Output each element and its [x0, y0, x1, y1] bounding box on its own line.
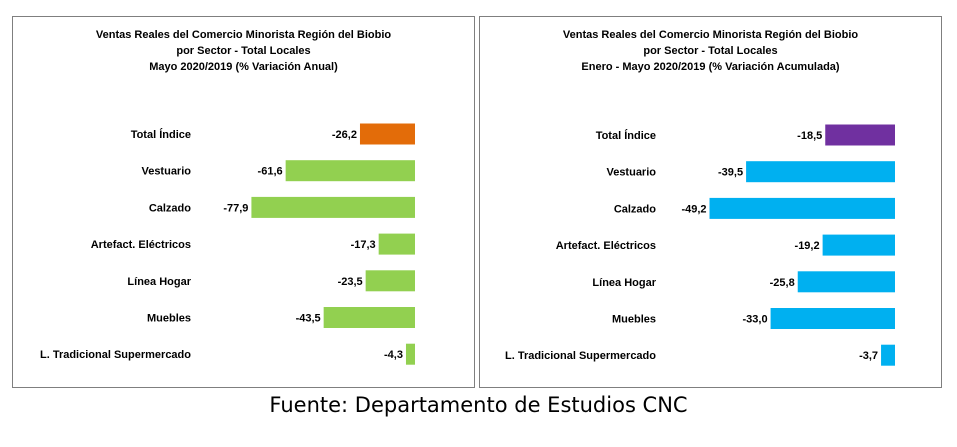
source-footer: Fuente: Departamento de Estudios CNC: [269, 393, 688, 417]
bar: [378, 233, 415, 255]
data-label: -49,2: [681, 203, 706, 215]
category-label: Calzado: [149, 202, 191, 214]
data-label: -4,3: [384, 349, 403, 361]
category-label: Vestuario: [606, 167, 656, 179]
chart-title: Ventas Reales del Comercio Minorista Reg…: [480, 27, 941, 75]
data-label: -23,5: [338, 276, 363, 288]
bar: [822, 234, 895, 256]
data-label: -19,2: [795, 240, 820, 252]
category-label: L. Tradicional Supermercado: [505, 350, 656, 362]
bar: [746, 161, 895, 183]
data-label: -77,9: [223, 202, 248, 214]
bar-chart-annual: -26,2 Total Índice -61,6 Vestuario -77,9 Calz…: [40, 123, 415, 365]
category-label: Artefact. Eléctricos: [556, 240, 656, 252]
bar: [709, 197, 895, 219]
data-label: -26,2: [332, 129, 357, 141]
data-label: -3,7: [859, 350, 878, 362]
chart-title-line-1: Ventas Reales del Comercio Minorista Reg…: [562, 29, 859, 41]
bar: [881, 344, 895, 366]
category-label: Muebles: [147, 313, 191, 325]
category-label: Muebles: [612, 314, 656, 326]
chart-panel-annual: Ventas Reales del Comercio Minorista Reg…: [12, 16, 475, 388]
data-label: -39,5: [718, 167, 743, 179]
bar: [359, 123, 415, 145]
data-label: -61,6: [258, 166, 283, 178]
category-label: Calzado: [614, 203, 656, 215]
category-label: Línea Hogar: [127, 276, 191, 288]
bar: [285, 160, 415, 182]
category-label: Total Índice: [131, 128, 191, 141]
data-label: -25,8: [770, 277, 795, 289]
data-label: -17,3: [351, 239, 376, 251]
category-label: Artefact. Eléctricos: [91, 239, 191, 251]
chart-title-line-3: Enero - Mayo 2020/2019 (% Variación Acum…: [581, 61, 840, 73]
chart-title-line-2: por Sector - Total Locales: [176, 45, 311, 57]
bar: [770, 308, 895, 329]
bar: [825, 124, 895, 146]
chart-title-line-3: Mayo 2020/2019 (% Variación Anual): [149, 61, 338, 73]
data-label: -43,5: [296, 313, 321, 325]
chart-title-line-1: Ventas Reales del Comercio Minorista Reg…: [95, 29, 392, 41]
chart-title-line-2: por Sector - Total Locales: [643, 45, 778, 57]
chart-title: Ventas Reales del Comercio Minorista Reg…: [13, 27, 474, 75]
category-label: L. Tradicional Supermercado: [40, 349, 191, 361]
bar: [365, 270, 415, 292]
data-label: -18,5: [797, 130, 822, 142]
bar: [405, 343, 415, 365]
category-label: Vestuario: [141, 166, 191, 178]
category-label: Total Índice: [596, 129, 656, 142]
data-label: -33,0: [743, 314, 768, 326]
bar-chart-cumulative: -18,5 Total Índice -39,5 Vestuario -49,2 Calz…: [505, 124, 895, 366]
category-label: Línea Hogar: [592, 277, 656, 289]
bar: [797, 271, 895, 293]
chart-panel-cumulative: Ventas Reales del Comercio Minorista Reg…: [479, 16, 942, 388]
bar: [323, 307, 415, 328]
bar: [251, 196, 415, 218]
